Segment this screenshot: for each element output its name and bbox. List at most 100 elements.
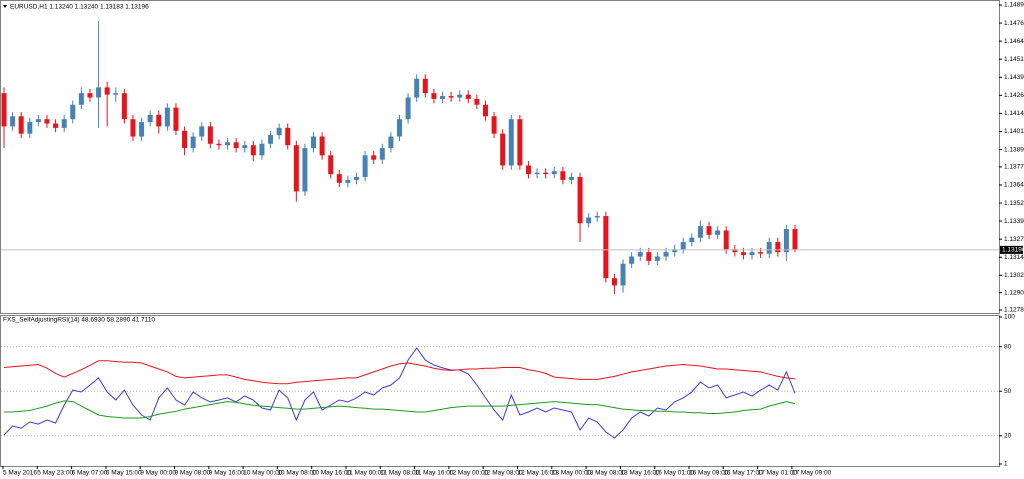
indicator-line bbox=[4, 400, 796, 419]
candle-body bbox=[758, 252, 764, 254]
candle-body bbox=[388, 136, 394, 149]
y-tick-label: 1.12900 bbox=[1004, 289, 1024, 296]
y-tick-label: 1.14265 bbox=[1004, 92, 1024, 99]
candle-body bbox=[276, 127, 282, 136]
candle-body bbox=[439, 96, 445, 99]
x-tick-label: 16 May 01:00 bbox=[655, 470, 695, 477]
candle-body bbox=[113, 93, 119, 95]
candle-body bbox=[491, 116, 497, 134]
x-tick-label: 6 May 15:00 bbox=[106, 470, 142, 477]
candle-body bbox=[397, 119, 402, 137]
candle-body bbox=[147, 114, 153, 123]
candle-body bbox=[508, 119, 514, 166]
y-tick-label: 1 bbox=[1004, 461, 1008, 468]
y-tick-label: 1.14765 bbox=[1004, 20, 1024, 27]
candle-body bbox=[182, 130, 188, 149]
y-tick-label: 1.14640 bbox=[1004, 38, 1024, 45]
candle-body bbox=[689, 237, 695, 243]
candle-body bbox=[35, 119, 41, 123]
x-tick-label: 11 May 16:00 bbox=[415, 470, 454, 477]
candle-body bbox=[629, 256, 635, 264]
candle-body bbox=[259, 143, 265, 156]
candle-body bbox=[482, 104, 488, 117]
candle-body bbox=[302, 148, 308, 192]
candle-body bbox=[611, 278, 617, 286]
candle-body bbox=[474, 98, 480, 105]
candle-body bbox=[96, 87, 102, 98]
candle-body bbox=[285, 127, 291, 146]
candle-body bbox=[10, 116, 16, 127]
y-tick-label: 1.14015 bbox=[1004, 128, 1024, 135]
candle-body bbox=[190, 136, 196, 149]
candle-body bbox=[594, 216, 600, 218]
y-tick-label: 80 bbox=[1004, 343, 1012, 350]
candle-body bbox=[44, 119, 50, 124]
candle-body bbox=[732, 249, 738, 253]
y-tick-label: 1.13270 bbox=[1004, 236, 1024, 243]
candle-body bbox=[637, 252, 643, 257]
candle-body bbox=[336, 174, 342, 183]
x-tick-label: 5 May 2016 bbox=[3, 470, 37, 477]
candle-body bbox=[749, 252, 755, 256]
y-tick-label: 20 bbox=[1004, 433, 1012, 440]
candle-body bbox=[379, 148, 385, 160]
candle-body bbox=[620, 263, 626, 286]
y-tick-label: 1.12780 bbox=[1004, 307, 1024, 314]
menu-arrow[interactable] bbox=[3, 5, 7, 8]
candle-body bbox=[121, 93, 127, 120]
x-tick-label: 13 May 16:00 bbox=[620, 470, 660, 477]
indicator-line bbox=[3, 360, 796, 385]
price-panel-frame bbox=[0, 0, 1000, 314]
x-tick-label: 9 May 00:00 bbox=[140, 470, 176, 477]
candle-body bbox=[551, 171, 557, 175]
x-tick-label: 10 May 16:00 bbox=[312, 470, 352, 477]
x-tick-label: 11 May 08:00 bbox=[380, 470, 419, 477]
bid-label: 1.13196 bbox=[1002, 247, 1024, 254]
y-tick-label: 100 bbox=[1004, 314, 1015, 321]
candle-body bbox=[775, 242, 781, 253]
candle-body bbox=[216, 143, 222, 146]
y-tick-label: 1.13890 bbox=[1004, 146, 1024, 153]
candle-body bbox=[517, 119, 523, 166]
y-tick-label: 1.13520 bbox=[1004, 200, 1024, 207]
y-tick-label: 50 bbox=[1004, 388, 1012, 395]
candle-body bbox=[697, 226, 703, 238]
candle-body bbox=[130, 119, 136, 137]
y-tick-label: 1.13145 bbox=[1004, 254, 1024, 261]
candle-body bbox=[783, 229, 789, 253]
candle-body bbox=[164, 107, 170, 127]
y-tick-label: 1.13020 bbox=[1004, 272, 1024, 279]
y-tick-label: 1.14390 bbox=[1004, 74, 1024, 81]
candle-body bbox=[354, 177, 360, 180]
x-tick-label: 10 May 00:00 bbox=[243, 470, 283, 477]
x-tick-label: 13 May 00:00 bbox=[552, 470, 592, 477]
candle-body bbox=[345, 179, 351, 183]
candle-body bbox=[500, 133, 506, 166]
candle-body bbox=[250, 145, 256, 156]
candle-body bbox=[53, 123, 59, 128]
x-tick-label: 9 May 08:00 bbox=[175, 470, 211, 477]
candle-body bbox=[603, 216, 609, 279]
candle-body bbox=[18, 116, 24, 134]
candle-body bbox=[70, 104, 76, 120]
symbol-header: EURUSD,H1 1.13240 1.13240 1.13183 1.1319… bbox=[10, 4, 149, 11]
candle-body bbox=[792, 229, 798, 250]
candle-body bbox=[242, 145, 248, 149]
x-tick-label: 10 May 08:00 bbox=[277, 470, 317, 477]
x-tick-label: 6 May 07:00 bbox=[72, 470, 108, 477]
candle-body bbox=[173, 107, 179, 131]
candle-body bbox=[525, 165, 531, 175]
candle-body bbox=[328, 155, 334, 175]
candle-body bbox=[78, 93, 84, 105]
x-tick-label: 12 May 16:00 bbox=[518, 470, 558, 477]
x-tick-label: 5 May 23:00 bbox=[37, 470, 73, 477]
candle-body bbox=[362, 155, 368, 178]
candle-body bbox=[534, 172, 540, 175]
candle-body bbox=[1, 93, 7, 127]
y-tick-label: 1.13770 bbox=[1004, 164, 1024, 171]
candle-body bbox=[654, 256, 660, 261]
candle-body bbox=[319, 136, 325, 156]
y-tick-label: 1.14515 bbox=[1004, 56, 1024, 63]
candle-body bbox=[715, 230, 721, 235]
y-tick-label: 1.14140 bbox=[1004, 110, 1024, 117]
